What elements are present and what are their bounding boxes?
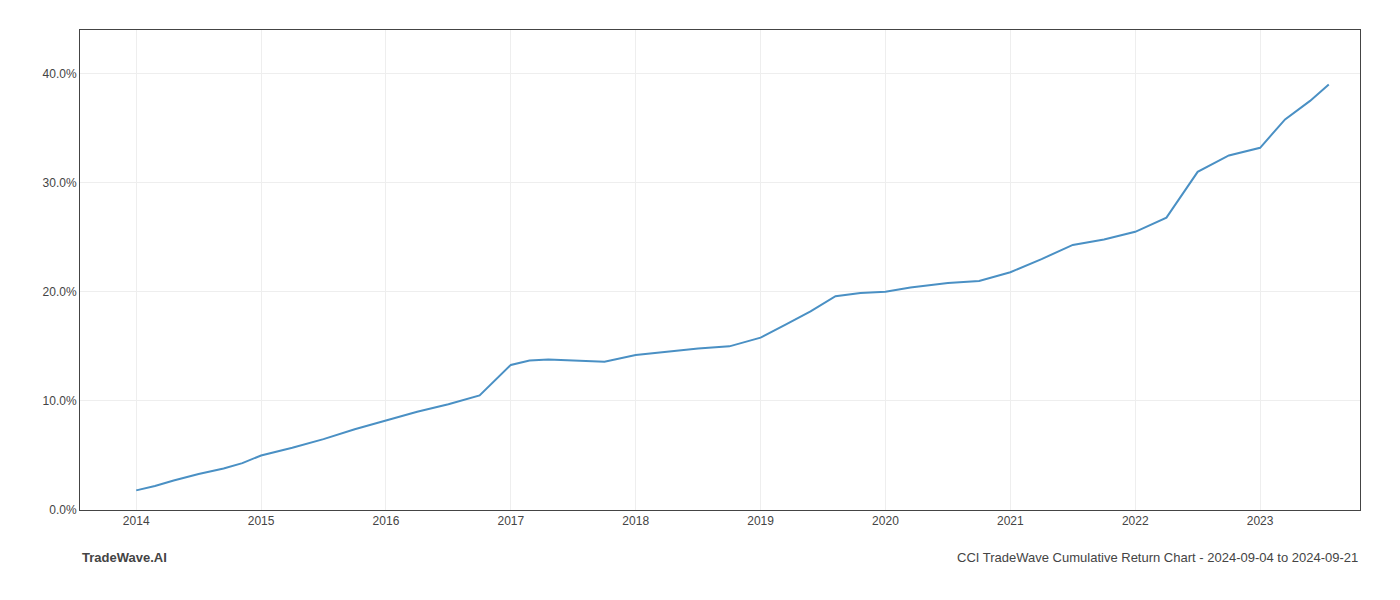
svg-text:2015: 2015: [248, 514, 275, 528]
svg-text:2016: 2016: [373, 514, 400, 528]
svg-text:2021: 2021: [997, 514, 1024, 528]
svg-text:CCI TradeWave Cumulative Retur: CCI TradeWave Cumulative Return Chart - …: [957, 550, 1358, 565]
svg-text:2020: 2020: [872, 514, 899, 528]
svg-text:2019: 2019: [747, 514, 774, 528]
svg-text:0.0%: 0.0%: [49, 503, 77, 517]
svg-text:10.0%: 10.0%: [43, 394, 77, 408]
svg-text:2018: 2018: [622, 514, 649, 528]
svg-text:2014: 2014: [123, 514, 150, 528]
svg-text:2023: 2023: [1247, 514, 1274, 528]
svg-text:40.0%: 40.0%: [43, 67, 77, 81]
svg-text:2022: 2022: [1122, 514, 1149, 528]
svg-text:TradeWave.AI: TradeWave.AI: [82, 550, 167, 565]
svg-text:30.0%: 30.0%: [43, 176, 77, 190]
svg-text:20.0%: 20.0%: [43, 285, 77, 299]
svg-text:2017: 2017: [497, 514, 524, 528]
